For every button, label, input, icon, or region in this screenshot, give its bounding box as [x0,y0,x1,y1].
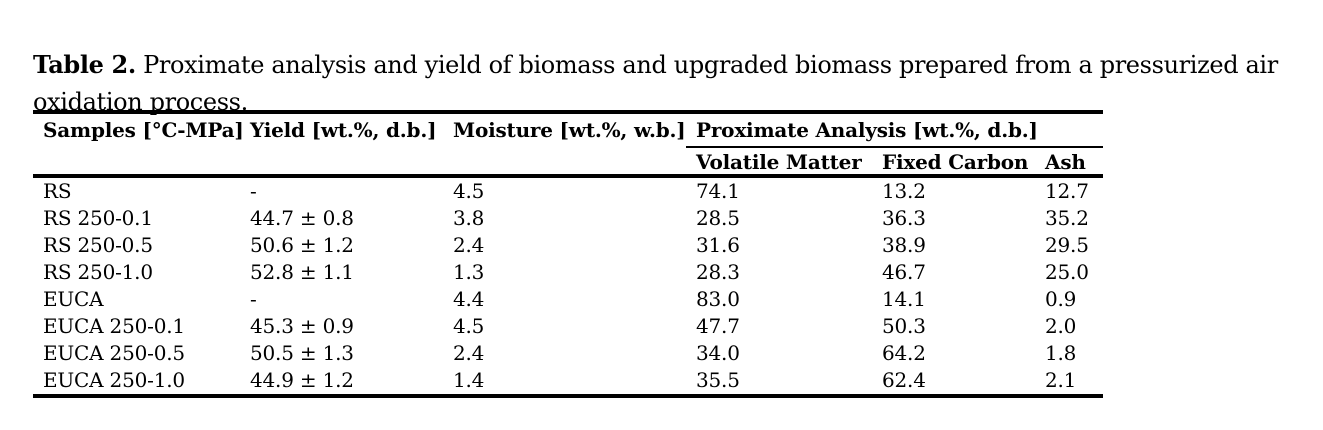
header-ash: Ash [1045,150,1086,174]
table-row: RS 250-0.1 44.7 ± 0.8 3.8 28.5 36.3 35.2 [33,205,1103,232]
cell-sample: EUCA 250-0.5 [43,341,185,365]
header-row-1: Samples [°C-MPa] Yield [wt.%, d.b.] Mois… [33,112,1104,148]
cell-ash: 2.0 [1045,314,1077,338]
cell-yield: - [240,174,443,205]
caption-line-1: Table 2. Proximate analysis and yield of… [33,46,1278,84]
cell-yield: 50.5 ± 1.3 [250,341,354,365]
cell-volatile-matter: 74.1 [686,174,872,205]
cell-ash: 0.9 [1045,287,1077,311]
cell-sample: RS 250-0.5 [43,233,153,257]
header-moisture: Moisture [wt.%, w.b.] [453,118,686,142]
cell-sample: EUCA [43,287,104,311]
cell-ash: 25.0 [1045,260,1089,284]
cell-sample: EUCA 250-1.0 [33,367,240,398]
cell-sample: EUCA 250-0.1 [43,314,185,338]
cell-ash: 35.2 [1045,206,1089,230]
header-volatile-matter: Volatile Matter [696,150,862,174]
cell-fixed-carbon: 62.4 [872,367,1035,398]
cell-volatile-matter: 34.0 [696,341,740,365]
cell-fixed-carbon: 36.3 [882,206,926,230]
cell-volatile-matter: 35.5 [686,367,872,398]
cell-fixed-carbon: 14.1 [882,287,926,311]
table-row: EUCA 250-0.1 45.3 ± 0.9 4.5 47.7 50.3 2.… [33,313,1103,340]
cell-sample: RS 250-0.1 [43,206,153,230]
cell-fixed-carbon: 13.2 [872,174,1035,205]
cell-yield: 50.6 ± 1.2 [250,233,354,257]
cell-yield: 44.7 ± 0.8 [250,206,354,230]
table-row: RS - 4.5 74.1 13.2 12.7 [33,174,1104,205]
cell-moisture: 4.5 [453,314,485,338]
cell-yield: 52.8 ± 1.1 [250,260,354,284]
cell-moisture: 4.4 [453,287,485,311]
cell-moisture: 2.4 [453,233,485,257]
cell-volatile-matter: 83.0 [696,287,740,311]
header-row-2: Volatile Matter Fixed Carbon Ash [33,147,1103,176]
proximate-analysis-table: Samples [°C-MPa] Yield [wt.%, d.b.] Mois… [33,110,1104,398]
cell-volatile-matter: 31.6 [696,233,740,257]
caption-label: Table 2. [33,50,136,79]
header-fixed-carbon: Fixed Carbon [882,150,1029,174]
cell-yield: 45.3 ± 0.9 [250,314,354,338]
table-row: EUCA 250-0.5 50.5 ± 1.3 2.4 34.0 64.2 1.… [33,340,1103,367]
cell-fixed-carbon: 38.9 [882,233,926,257]
cell-volatile-matter: 28.5 [696,206,740,230]
cell-fixed-carbon: 64.2 [882,341,926,365]
cell-sample: RS [33,174,240,205]
cell-yield: 44.9 ± 1.2 [240,367,443,398]
header-proximate-analysis-group: Proximate Analysis [wt.%, d.b.] [686,112,1104,148]
cell-ash: 12.7 [1035,174,1104,205]
cell-moisture: 1.4 [443,367,686,398]
cell-moisture: 2.4 [453,341,485,365]
cell-volatile-matter: 47.7 [696,314,740,338]
cell-fixed-carbon: 50.3 [882,314,926,338]
cell-fixed-carbon: 46.7 [882,260,926,284]
cell-ash: 29.5 [1045,233,1089,257]
table-caption: Table 2. Proximate analysis and yield of… [33,46,1278,121]
cell-moisture: 3.8 [453,206,485,230]
table-row: EUCA 250-1.0 44.9 ± 1.2 1.4 35.5 62.4 2.… [33,367,1104,398]
cell-volatile-matter: 28.3 [696,260,740,284]
cell-yield: - [250,287,257,311]
cell-sample: RS 250-1.0 [43,260,153,284]
cell-ash: 2.1 [1035,367,1104,398]
table-body: RS - 4.5 74.1 13.2 12.7 RS 250-0.1 44.7 … [33,174,1104,398]
caption-text-line-1: Proximate analysis and yield of biomass … [143,51,1278,79]
table-row: RS 250-0.5 50.6 ± 1.2 2.4 31.6 38.9 29.5 [33,232,1103,259]
table-header: Samples [°C-MPa] Yield [wt.%, d.b.] Mois… [33,112,1104,176]
header-yield: Yield [wt.%, d.b.] [250,118,437,142]
cell-moisture: 1.3 [453,260,485,284]
table-row: EUCA - 4.4 83.0 14.1 0.9 [33,286,1103,313]
header-samples: Samples [°C-MPa] [43,118,244,142]
cell-moisture: 4.5 [443,174,686,205]
cell-ash: 1.8 [1045,341,1077,365]
table-row: RS 250-1.0 52.8 ± 1.1 1.3 28.3 46.7 25.0 [33,259,1103,286]
